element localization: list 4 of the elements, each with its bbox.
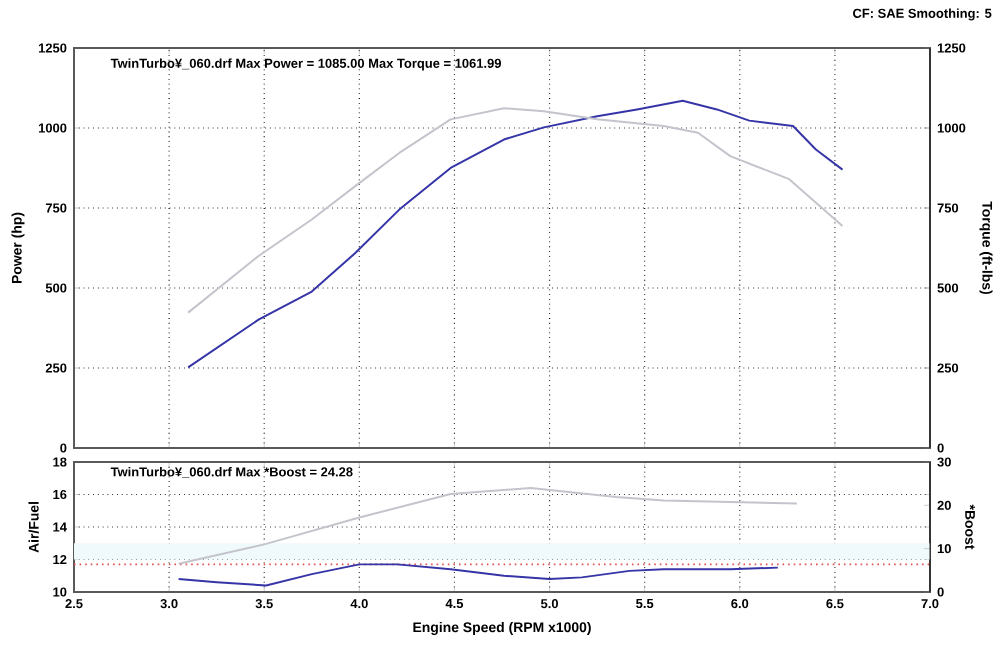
- line-series: [187, 107, 844, 314]
- line-series: [177, 563, 779, 587]
- line-series: [177, 487, 798, 565]
- line-series: [187, 99, 844, 369]
